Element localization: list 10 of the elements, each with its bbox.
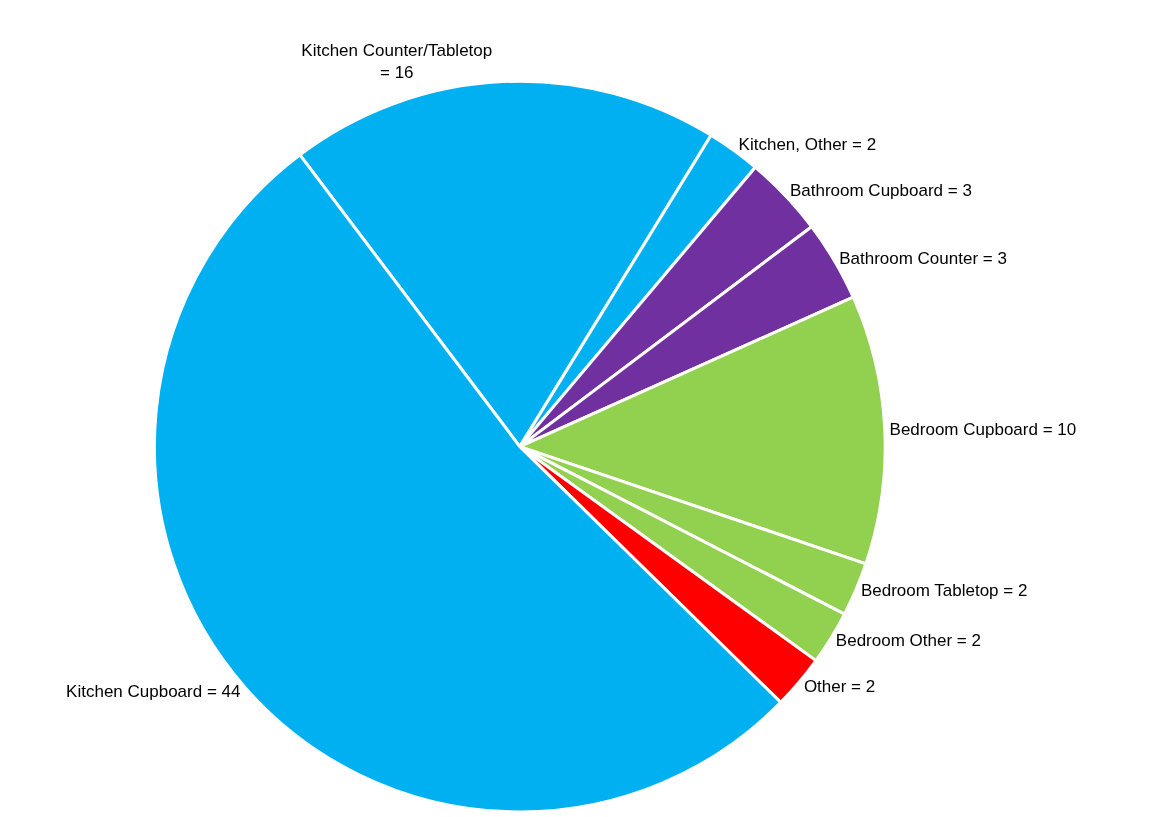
slice-label: Bedroom Tabletop = 2 xyxy=(860,581,1028,601)
data-label: = 16 xyxy=(379,62,414,82)
slice-label: Bathroom Counter = 3 xyxy=(839,248,1007,268)
slice-label: Bedroom Cupboard = 10 xyxy=(889,419,1077,439)
slice-label: Kitchen, Other = 2 xyxy=(738,134,877,154)
slice-label: Other = 2 xyxy=(803,676,876,696)
slice-label: Bathroom Cupboard = 3 xyxy=(789,181,972,201)
slice-label: Kitchen Cupboard = 44 xyxy=(66,682,241,702)
slice-label: Kitchen Counter/Tabletop xyxy=(301,40,493,60)
slice-label: Bedroom Other = 2 xyxy=(835,631,981,651)
